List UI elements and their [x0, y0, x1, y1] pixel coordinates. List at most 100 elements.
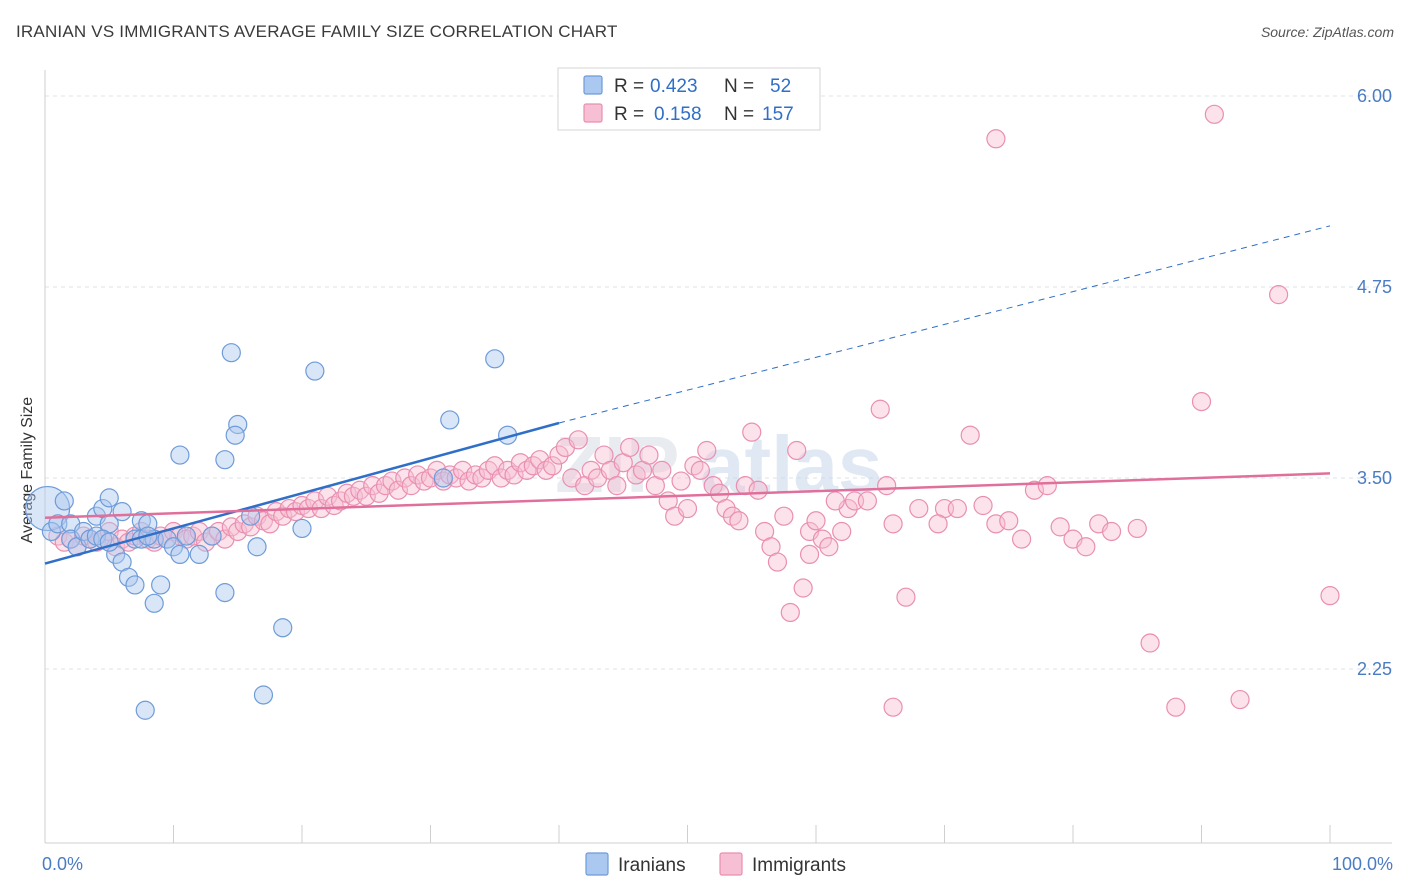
legend-n-label: N =: [724, 104, 754, 125]
immigrants-point: [877, 476, 897, 496]
immigrants-point: [825, 491, 845, 511]
immigrants-point: [748, 480, 768, 500]
y-tick-label: 3.50: [1357, 468, 1392, 488]
iranians-point: [170, 445, 190, 465]
iranians-point: [189, 544, 209, 565]
immigrants-point: [228, 521, 248, 542]
iranians-point: [41, 521, 62, 542]
immigrants-point: [305, 491, 325, 511]
iranians-point: [163, 537, 184, 557]
iranians-point: [485, 349, 505, 369]
immigrants-point: [1011, 529, 1032, 549]
immigrants-point: [549, 445, 569, 465]
legend-swatch-iranians: [583, 75, 603, 95]
y-tick-label: 4.75: [1357, 277, 1392, 297]
immigrants-point: [986, 129, 1006, 149]
immigrants-point: [909, 498, 929, 519]
iranians-point: [215, 450, 235, 470]
immigrants-point: [1050, 517, 1070, 537]
legend-r-value-iranians: 0.423: [650, 76, 698, 97]
x-tick-labels: 0.0% 100.0%: [42, 854, 1393, 874]
immigrants-point: [388, 480, 408, 500]
iranians-point: [112, 502, 132, 522]
bottom-legend-swatch-iranians: [585, 852, 609, 876]
iranians-point: [202, 526, 222, 546]
immigrants-point: [973, 495, 993, 516]
legend-r-value-immigrants: 0.158: [654, 104, 702, 125]
x-tick-label: 100.0%: [1332, 854, 1393, 874]
immigrants-point: [716, 498, 736, 519]
iranians-point: [253, 685, 274, 705]
iranians-point: [247, 537, 267, 557]
immigrants-point: [806, 511, 826, 531]
x-tick-label: 0.0%: [42, 854, 83, 874]
immigrants-point: [1268, 285, 1289, 305]
immigrants-point: [1166, 697, 1186, 717]
immigrants-trend-line: [44, 472, 1331, 519]
immigrants-point: [774, 506, 794, 526]
immigrants-point: [677, 498, 698, 519]
bottom-legend-immigrants: Immigrants: [752, 855, 846, 876]
legend-n-value-immigrants: 157: [762, 104, 794, 125]
grid-lines: [45, 95, 1392, 670]
immigrants-point: [999, 511, 1019, 531]
immigrants-point: [453, 460, 473, 480]
immigrants-point: [639, 445, 659, 465]
immigrants-point: [369, 483, 389, 503]
immigrants-point: [787, 440, 807, 461]
immigrants-points: [48, 104, 1340, 717]
immigrants-point: [690, 460, 710, 480]
immigrants-point: [620, 437, 640, 458]
iranians-point: [225, 425, 245, 445]
iranians-point: [144, 593, 164, 613]
immigrants-point: [652, 460, 672, 480]
iranians-point: [151, 575, 171, 595]
iranians-point: [305, 361, 325, 381]
immigrants-point: [401, 476, 421, 496]
immigrants-point: [780, 602, 800, 623]
iranians-point: [221, 343, 241, 363]
immigrants-point: [1204, 104, 1224, 124]
iranians-point: [135, 700, 155, 720]
immigrants-point: [1024, 480, 1045, 500]
iranians-point: [118, 567, 139, 587]
correlation-legend: R = 0.423 N = 52 R = 0.158 N = 157: [557, 67, 821, 131]
iranians-trend-line: [44, 421, 560, 565]
y-tick-labels: 2.25 3.50 4.75 6.00: [1357, 86, 1392, 679]
immigrants-point: [1101, 521, 1122, 542]
immigrants-point: [947, 498, 967, 519]
immigrants-point: [581, 460, 601, 480]
chart-title: IRANIAN VS IMMIGRANTS AVERAGE FAMILY SIZ…: [16, 22, 618, 41]
immigrants-point: [960, 425, 980, 445]
y-tick-label: 2.25: [1357, 659, 1392, 679]
immigrants-point: [767, 552, 788, 572]
immigrants-point: [1140, 633, 1160, 653]
immigrants-point: [472, 468, 492, 488]
immigrants-point: [883, 697, 903, 717]
iranians-point: [440, 410, 460, 430]
legend-n-label: N =: [724, 76, 754, 97]
immigrants-point: [607, 476, 627, 496]
iranians-point: [215, 582, 235, 603]
y-tick-label: 6.00: [1357, 86, 1392, 106]
iranians-point: [125, 575, 145, 595]
immigrants-point: [568, 430, 588, 450]
trend-lines: [44, 225, 1331, 565]
iranians-point: [273, 618, 293, 638]
series-legend: Iranians Immigrants: [585, 852, 846, 876]
immigrants-point: [697, 440, 717, 461]
immigrants-point: [671, 471, 691, 491]
legend-r-label: R =: [614, 76, 644, 97]
immigrants-point: [1127, 518, 1147, 539]
immigrants-point: [542, 456, 563, 476]
legend-swatch-immigrants: [583, 103, 603, 123]
iranians-point: [292, 518, 312, 539]
immigrants-point: [504, 465, 524, 485]
immigrants-point: [883, 514, 903, 534]
immigrants-point: [896, 587, 916, 607]
immigrants-point: [1076, 537, 1096, 557]
immigrants-point: [799, 544, 820, 565]
immigrants-point: [793, 578, 813, 598]
immigrants-point: [485, 456, 505, 476]
iranians-trend-extension: [558, 225, 1331, 424]
